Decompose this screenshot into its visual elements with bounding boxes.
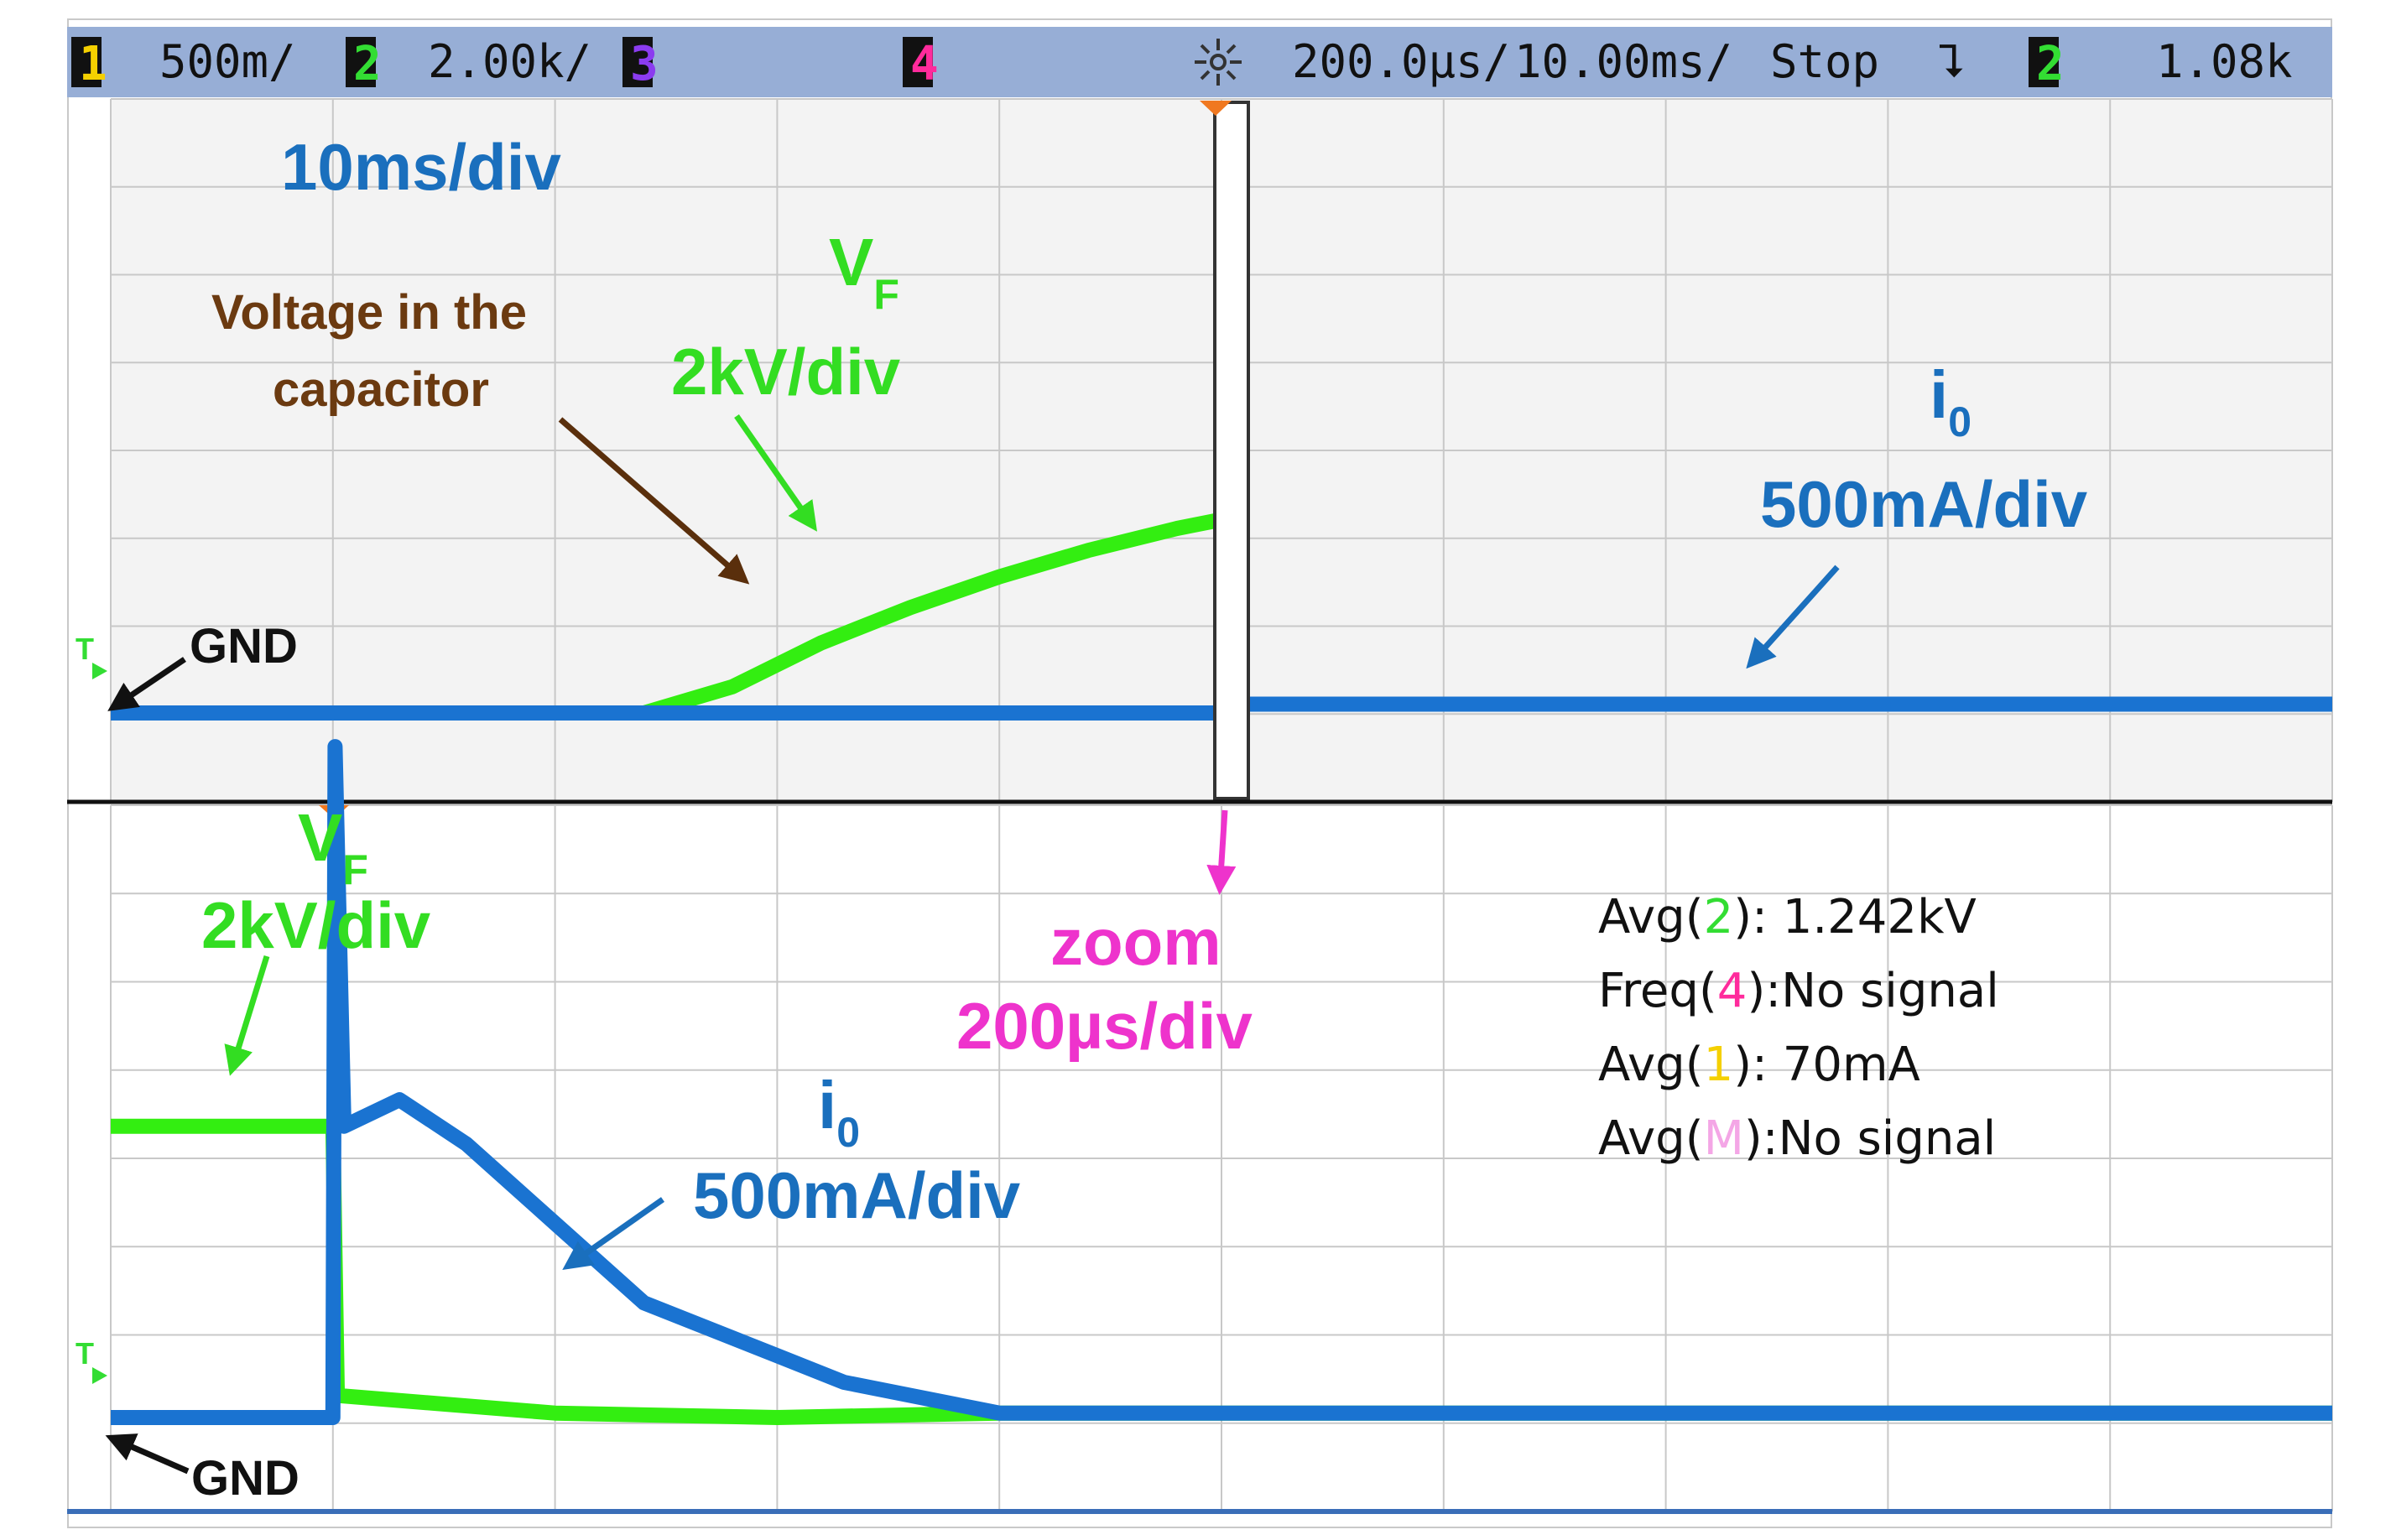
annotations-bottom: VF 2kV/div i0 500mA/div GND zoom 200µs/d… [191,800,1253,1506]
trigger-level: 1.08k [2156,35,2293,88]
svg-text:T: T [76,1336,94,1371]
bottom-grid [110,804,2333,1512]
top-trigger-marker: T [76,632,107,679]
zoom-label-line1: zoom [1050,905,1221,979]
gnd-bottom-arrow [105,1433,190,1475]
svg-text:Avg(2): 1.242kV: Avg(2): 1.242kV [1598,890,1977,944]
zoom-arrow [1206,809,1237,895]
vf-trace [111,512,1223,721]
ch1-scale: 500m/ [159,35,296,88]
status-bar-content: 1 500m/ 2 2.00k/ 3 4 200.0µs/ 10.00ms/ S… [71,35,2293,91]
vf-top-arrow [734,414,818,532]
trigger-slope-icon: ⮧ [1938,35,1965,88]
ch1-number: 1 [79,37,107,91]
gnd-top-label: GND [190,619,298,674]
io-top-label: i0 [1930,357,1971,445]
vf-bottom-label: VF [298,800,368,893]
measurement-row: Avg(1): 70mA [1598,1038,1920,1092]
svg-text:T: T [76,632,94,666]
ch4-number: 4 [910,37,939,91]
vf-bottom-arrow [224,955,270,1076]
io-bottom-label: i0 [818,1068,860,1156]
capacitor-label-line1: Voltage in the [211,285,527,340]
bottom-trigger-marker: T [76,1336,107,1384]
trigger-ch-box [2029,37,2059,87]
i0-trace [111,739,2332,1425]
horizontal-scale: 200.0µs/ [1292,35,1510,88]
ch2-number: 2 [353,37,382,91]
ch3-number: 3 [630,37,659,91]
zoom-window-box[interactable] [1213,101,1250,800]
vf-top-scale: 2kV/div [671,335,901,408]
run-state[interactable]: Stop [1770,35,1879,88]
svg-text:Avg(1): 70mA: Avg(1): 70mA [1598,1038,1920,1092]
annotation-arrows [105,414,1840,1475]
annotations-top: 10ms/div Voltage in the capacitor VF 2kV… [190,130,2088,674]
measurements-panel: Avg(2): 1.242kV Freq(4):No signal Avg(1)… [1598,890,1999,1166]
top-timebase-label: 10ms/div [281,130,561,204]
ch4-box[interactable] [903,37,933,87]
vf-bottom-scale: 2kV/div [201,888,431,962]
measurement-row: Avg(2): 1.242kV [1598,890,1977,944]
capacitor-arrow [558,417,750,585]
trigger-channel: 2 [2036,37,2065,91]
measurement-row: Freq(4):No signal [1598,964,1999,1018]
ch2-scale: 2.00k/ [428,35,591,88]
svg-text:Avg(M):No signal: Avg(M):No signal [1598,1111,1996,1166]
io-bottom-arrow [562,1197,665,1271]
capacitor-label-line2: capacitor [273,362,489,417]
io-top-scale: 500mA/div [1760,467,2088,541]
gnd-top-arrow [107,657,186,711]
vf-top-label: VF [829,225,899,318]
zoom-scale: 10.00ms/ [1514,35,1732,88]
bottom-traces [111,739,2332,1425]
io-bottom-scale: 500mA/div [693,1158,1021,1232]
acquisition-sun-icon [1195,39,1242,86]
bottom-panel [110,739,2333,1512]
zoom-label-line2: 200µs/div [956,989,1253,1063]
io-top-arrow [1746,564,1840,669]
measurement-row: Avg(M):No signal [1598,1111,1996,1166]
ch2-box[interactable] [346,37,376,87]
svg-text:Freq(4):No signal: Freq(4):No signal [1598,964,1999,1018]
gnd-bottom-label: GND [191,1451,300,1506]
ch1-box[interactable] [71,37,102,87]
ch3-box[interactable] [622,37,653,87]
zoom-window [1200,101,1250,800]
trigger-position-marker [1200,101,1232,116]
